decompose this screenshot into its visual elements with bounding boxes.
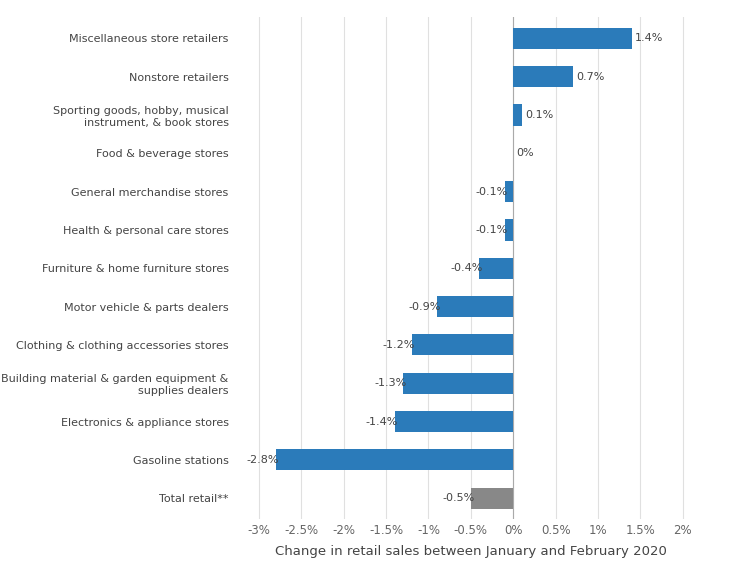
Bar <box>471 488 513 509</box>
Bar <box>480 258 513 279</box>
Text: -0.4%: -0.4% <box>450 263 483 273</box>
Text: -0.1%: -0.1% <box>476 225 508 235</box>
Text: 0.1%: 0.1% <box>525 110 553 120</box>
Bar <box>412 335 513 355</box>
Text: 0%: 0% <box>517 148 534 158</box>
Text: -0.5%: -0.5% <box>442 493 474 503</box>
Text: 1.4%: 1.4% <box>635 33 664 43</box>
Bar <box>513 104 522 126</box>
Bar <box>276 449 513 470</box>
Text: 0.7%: 0.7% <box>576 72 604 82</box>
Bar <box>513 28 632 49</box>
Bar <box>395 411 513 432</box>
Text: -1.3%: -1.3% <box>374 379 407 388</box>
Bar <box>504 219 513 241</box>
Bar <box>504 181 513 202</box>
Text: -1.2%: -1.2% <box>383 340 415 350</box>
Text: -0.9%: -0.9% <box>408 302 440 312</box>
Text: -0.1%: -0.1% <box>476 187 508 197</box>
Bar <box>437 296 513 317</box>
Bar <box>513 66 572 87</box>
Text: -1.4%: -1.4% <box>366 417 398 426</box>
Text: -2.8%: -2.8% <box>247 455 280 465</box>
X-axis label: Change in retail sales between January and February 2020: Change in retail sales between January a… <box>275 545 666 559</box>
Bar <box>403 373 513 394</box>
